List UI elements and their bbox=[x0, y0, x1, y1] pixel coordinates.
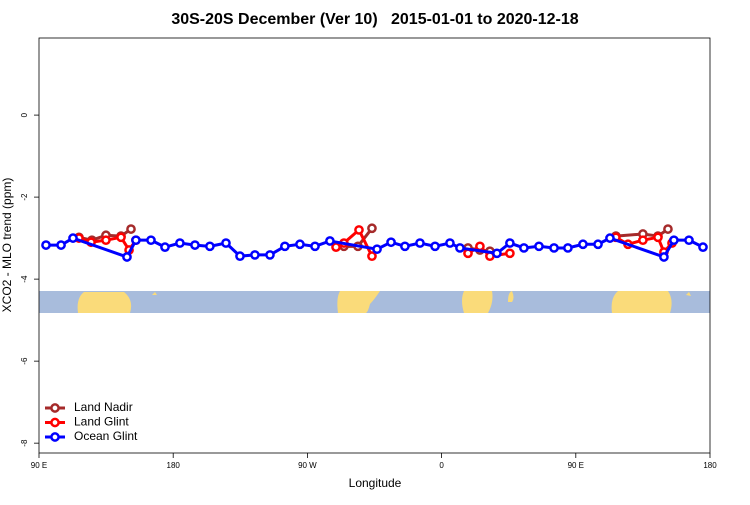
data-point bbox=[367, 251, 377, 262]
data-point bbox=[519, 243, 529, 253]
x-tick-label: 90 E bbox=[31, 461, 47, 470]
data-point bbox=[653, 232, 663, 243]
x-tick-label: 0 bbox=[439, 461, 444, 470]
x-axis-label: Longitude bbox=[349, 476, 402, 490]
data-point bbox=[122, 252, 132, 262]
x-tick-label: 90 W bbox=[298, 461, 317, 470]
legend-label: Ocean Glint bbox=[74, 429, 138, 443]
data-point bbox=[295, 239, 305, 250]
data-point bbox=[372, 244, 382, 255]
data-point bbox=[265, 250, 275, 260]
data-point bbox=[563, 243, 573, 253]
data-point bbox=[455, 243, 465, 253]
data-point bbox=[310, 241, 320, 252]
x-tick-label: 180 bbox=[167, 461, 181, 470]
x-tick-label: 90 E bbox=[568, 461, 584, 470]
data-point bbox=[415, 238, 425, 248]
data-point bbox=[205, 241, 215, 252]
data-point bbox=[669, 235, 679, 246]
data-point bbox=[101, 235, 111, 246]
data-point bbox=[430, 241, 440, 252]
legend-marker bbox=[50, 432, 60, 442]
y-tick-label: -8 bbox=[20, 439, 29, 447]
data-point bbox=[663, 224, 673, 234]
y-tick-label: -2 bbox=[20, 193, 29, 201]
data-point bbox=[367, 223, 377, 234]
data-point bbox=[41, 240, 51, 250]
data-point bbox=[549, 243, 559, 253]
data-point bbox=[386, 237, 396, 248]
y-axis-label: XCO2 - MLO trend (ppm) bbox=[0, 178, 14, 313]
data-point bbox=[190, 240, 200, 250]
data-point bbox=[250, 250, 260, 260]
data-point bbox=[505, 238, 515, 248]
data-point bbox=[235, 251, 245, 262]
data-point bbox=[280, 241, 290, 252]
data-point bbox=[684, 235, 694, 246]
legend-label: Land Glint bbox=[74, 415, 129, 429]
data-point bbox=[331, 242, 341, 252]
chart-title: 30S-20S December (Ver 10) 2015-01-01 to … bbox=[171, 11, 578, 28]
y-tick-label: -4 bbox=[20, 275, 29, 283]
data-point bbox=[146, 235, 156, 246]
data-point bbox=[221, 238, 231, 248]
data-point bbox=[68, 233, 78, 243]
data-point bbox=[116, 232, 126, 243]
data-point bbox=[325, 236, 335, 246]
data-point bbox=[131, 235, 141, 246]
data-point bbox=[492, 248, 502, 259]
data-point bbox=[400, 241, 410, 252]
data-point bbox=[445, 238, 455, 248]
data-point bbox=[160, 242, 170, 252]
legend-marker bbox=[50, 403, 60, 413]
y-tick-label: -6 bbox=[20, 357, 29, 365]
data-point bbox=[126, 224, 136, 234]
legend-label: Land Nadir bbox=[74, 400, 133, 414]
data-point bbox=[56, 240, 66, 250]
series-line bbox=[615, 227, 669, 238]
data-point bbox=[475, 241, 485, 252]
data-point bbox=[505, 248, 515, 259]
map-strip bbox=[39, 291, 710, 313]
data-point bbox=[578, 239, 588, 250]
data-point bbox=[638, 235, 648, 246]
data-point bbox=[659, 252, 669, 262]
legend-marker bbox=[50, 417, 60, 428]
data-point bbox=[698, 242, 708, 252]
plot-frame bbox=[38, 37, 711, 454]
x-tick-label: 180 bbox=[703, 461, 717, 470]
data-point bbox=[593, 239, 603, 250]
y-tick-label: 0 bbox=[20, 112, 29, 117]
data-point bbox=[354, 225, 364, 235]
data-point bbox=[175, 238, 185, 248]
data-point bbox=[605, 233, 615, 243]
data-point bbox=[534, 241, 544, 252]
